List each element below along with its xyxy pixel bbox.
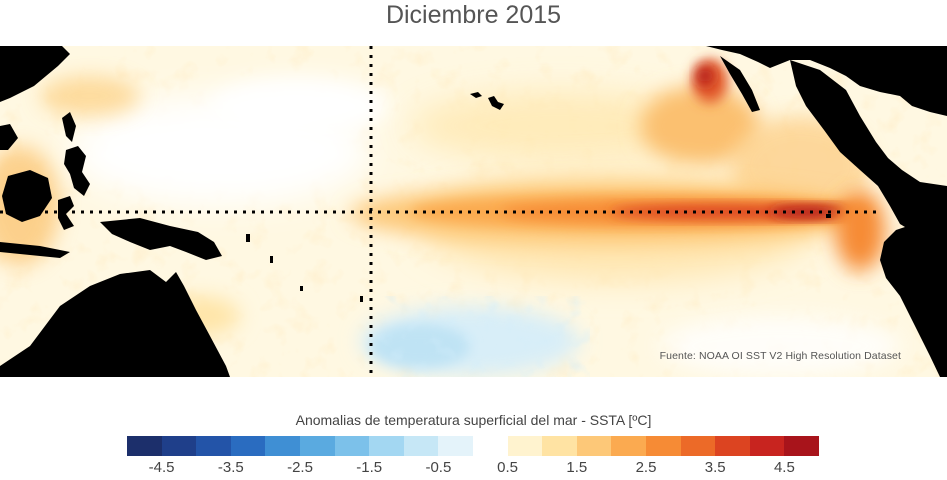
colorbar-tick-labels: -4.5 -3.5 -2.5 -1.5 -0.5 0.5 1.5 2.5 3.5 4.5 bbox=[127, 459, 819, 479]
colorbar-bin bbox=[161, 436, 197, 456]
colorbar-bin bbox=[542, 436, 577, 456]
colorbar-bin bbox=[265, 436, 300, 456]
colorbar-tick-label: 3.5 bbox=[704, 459, 726, 476]
colorbar-bin bbox=[472, 436, 508, 456]
land-hawaii bbox=[470, 92, 504, 110]
colorbar bbox=[127, 436, 819, 456]
colorbar-title: Anomalias de temperatura superficial del… bbox=[295, 412, 652, 428]
colorbar-bin bbox=[230, 436, 266, 456]
colorbar-bin bbox=[127, 436, 162, 456]
colorbar-tick-label: 4.5 bbox=[773, 459, 795, 476]
colorbar-tick-label: -4.5 bbox=[148, 459, 175, 476]
colorbar-bin bbox=[749, 436, 785, 456]
land-fiji-island bbox=[300, 286, 303, 291]
neutral-anomaly-regions bbox=[70, 76, 900, 376]
land-borneo bbox=[2, 170, 52, 222]
land-baja-california bbox=[720, 56, 760, 112]
colorbar-bin bbox=[645, 436, 681, 456]
colorbar-bin bbox=[784, 436, 819, 456]
colorbar-bin bbox=[576, 436, 612, 456]
land-philippines bbox=[64, 146, 90, 196]
land-south-america bbox=[880, 222, 947, 377]
colorbar-bin bbox=[369, 436, 404, 456]
data-source-note: Fuente: NOAA OI SST V2 High Resolution D… bbox=[659, 350, 901, 362]
land-java bbox=[0, 242, 70, 258]
colorbar-bin bbox=[438, 436, 473, 456]
colorbar-bin bbox=[403, 436, 439, 456]
land-caribbean bbox=[900, 82, 947, 102]
colorbar-tick-label: -3.5 bbox=[217, 459, 244, 476]
colorbar-tick-label: -1.5 bbox=[356, 459, 383, 476]
sst-anomaly-map bbox=[0, 46, 947, 377]
land-australia bbox=[0, 270, 230, 377]
land-vanuatu-island bbox=[270, 256, 273, 263]
land-north-america bbox=[706, 46, 947, 116]
land-solomon-island bbox=[246, 234, 250, 242]
land-new-guinea bbox=[100, 218, 222, 260]
land-masses bbox=[0, 46, 947, 377]
colorbar-tick-label: -0.5 bbox=[425, 459, 452, 476]
colorbar-bin bbox=[507, 436, 543, 456]
colorbar-bin bbox=[299, 436, 335, 456]
land-asia bbox=[0, 46, 70, 102]
colorbar-tick-label: 2.5 bbox=[635, 459, 657, 476]
colorbar-bin bbox=[196, 436, 231, 456]
land-galapagos bbox=[826, 214, 831, 218]
land-sulawesi bbox=[58, 196, 74, 230]
colorbar-bin bbox=[715, 436, 750, 456]
map-title: Diciembre 2015 bbox=[385, 1, 562, 29]
colorbar-bin bbox=[611, 436, 646, 456]
colorbar-bin bbox=[680, 436, 716, 456]
colorbar-tick-label: 0.5 bbox=[497, 459, 519, 476]
land-indochina bbox=[0, 124, 18, 150]
land-samoa-island bbox=[360, 296, 363, 302]
colorbar-bin bbox=[334, 436, 370, 456]
colorbar-tick-label: 1.5 bbox=[566, 459, 588, 476]
land-central-america bbox=[790, 60, 947, 246]
colorbar-tick-label: -2.5 bbox=[287, 459, 313, 476]
land-taiwan bbox=[62, 112, 76, 142]
